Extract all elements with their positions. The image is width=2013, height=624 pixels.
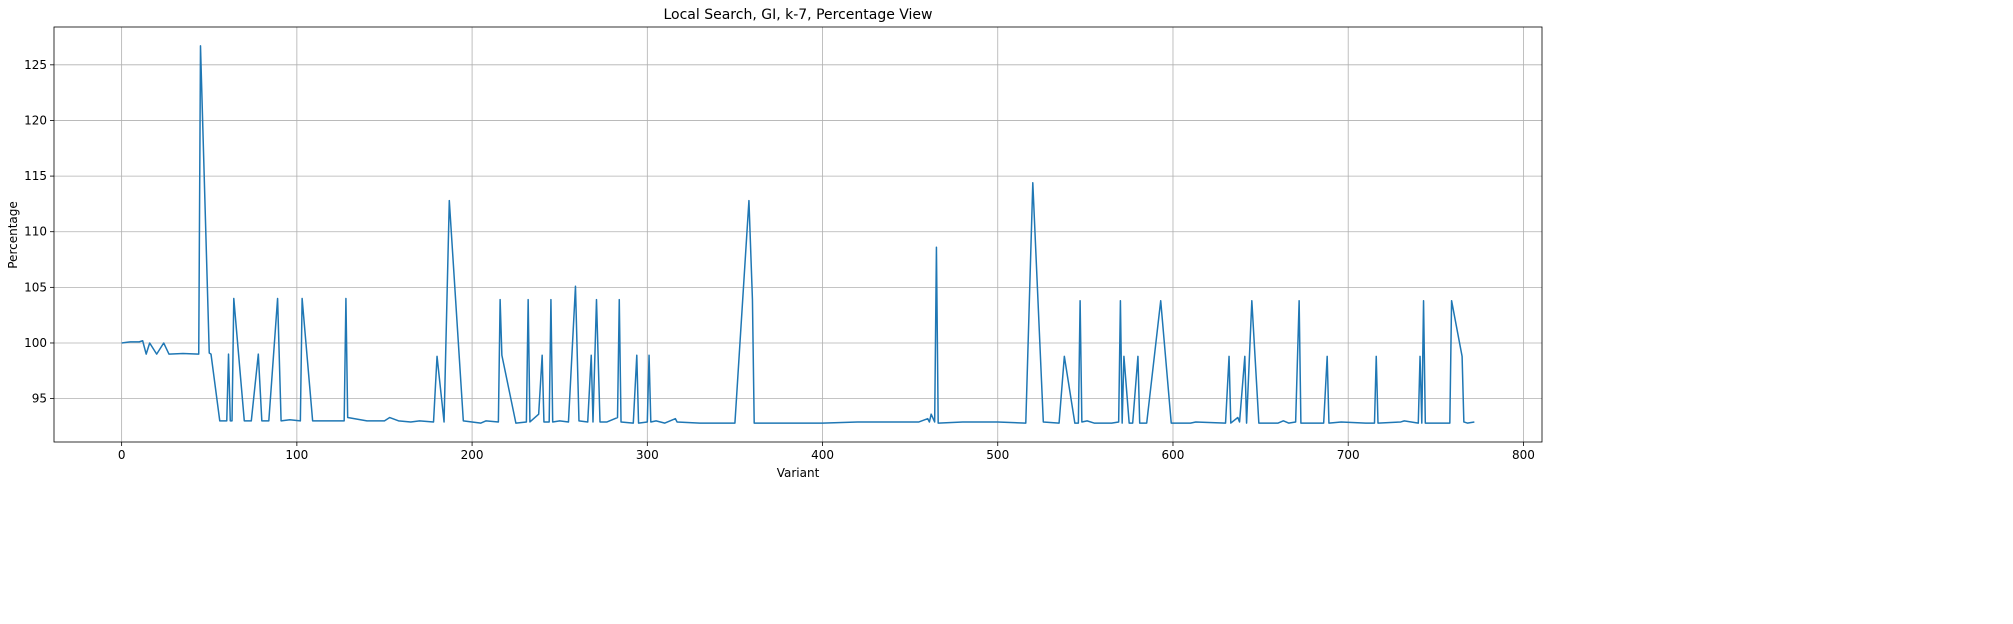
y-tick-label: 125 bbox=[24, 58, 47, 72]
x-tick-label: 600 bbox=[1162, 448, 1185, 462]
x-axis-label: Variant bbox=[777, 466, 820, 480]
y-tick-label: 110 bbox=[24, 225, 47, 239]
y-tick-label: 105 bbox=[24, 280, 47, 294]
y-axis-label: Percentage bbox=[6, 201, 20, 269]
x-tick-label: 800 bbox=[1512, 448, 1535, 462]
x-tick-label: 300 bbox=[636, 448, 659, 462]
y-tick-label: 100 bbox=[24, 336, 47, 350]
y-tick-label: 120 bbox=[24, 113, 47, 127]
x-tick-label: 500 bbox=[986, 448, 1009, 462]
x-tick-label: 100 bbox=[285, 448, 308, 462]
plot-frame bbox=[53, 26, 1543, 443]
data-line bbox=[121, 45, 1475, 424]
x-tick-label: 200 bbox=[461, 448, 484, 462]
y-tick-label: 95 bbox=[32, 392, 47, 406]
x-tick-label: 0 bbox=[118, 448, 126, 462]
x-tick-label: 400 bbox=[811, 448, 834, 462]
y-tick-label: 115 bbox=[24, 169, 47, 183]
x-tick-label: 700 bbox=[1337, 448, 1360, 462]
chart-title: Local Search, GI, k-7, Percentage View bbox=[663, 7, 932, 23]
